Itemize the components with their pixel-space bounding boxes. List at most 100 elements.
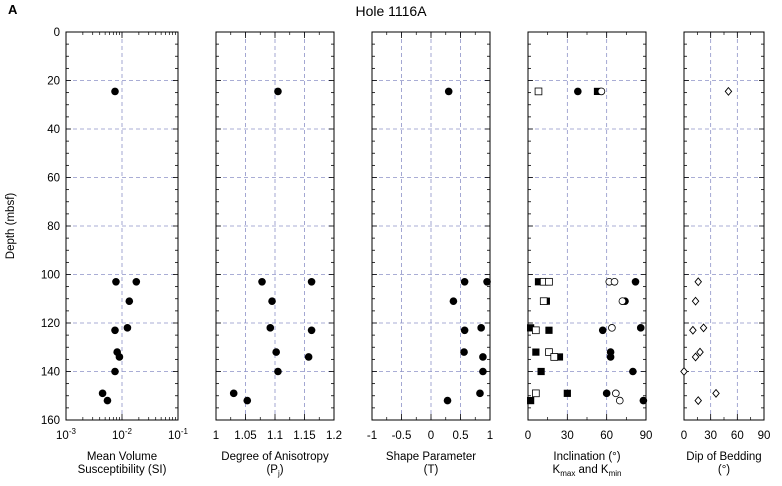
x-axis-label: (°) [718,464,730,476]
y-tick-label: 60 [47,173,60,185]
data-point [307,326,316,335]
x-tick-label: 60 [731,430,744,442]
panel-bedding: 0 30 60 90 Dip of Bedding(°) [680,31,771,476]
data-point [460,277,469,286]
data-point [527,324,535,332]
data-point [444,87,453,96]
data-point [443,396,452,405]
data-point [449,297,458,305]
y-axis-label: Depth (mbsf) [5,193,17,260]
data-point [574,87,582,96]
data-point [593,87,602,96]
data-point [532,348,540,356]
y-tick-label: 0 [54,27,60,39]
x-axis-label: Susceptibility (SI) [78,464,167,476]
data-point [615,396,624,405]
data-point [680,367,688,376]
x-tick-label: 10-1 [168,427,188,442]
data-point [123,324,132,332]
data-point [612,389,620,398]
data-point [532,326,540,335]
x-tick-label: 1.05 [234,430,256,442]
y-tick-label: 80 [47,221,60,233]
x-tick-label: 0 [428,430,434,442]
data-point [479,353,487,361]
data-point [125,297,134,305]
x-tick-label: 90 [758,430,771,442]
x-axis-label: Dip of Bedding [686,451,761,463]
data-point [696,347,704,357]
data-point [550,353,559,361]
data-point [631,277,640,286]
x-tick-label: 30 [561,430,574,442]
data-point [258,277,266,286]
data-point [598,326,607,335]
x-axis-label: Mean Volume [87,451,157,463]
data-point [534,278,543,286]
data-point [539,297,548,305]
data-point [608,324,616,332]
panel-inclination: 0 30 60 90 Inclination (°)Kmax and Kmin [525,31,653,478]
data-point [479,367,487,376]
data-point [545,326,553,334]
x-tick-label: 1 [213,430,219,442]
data-point [694,396,703,406]
data-point [307,277,316,286]
data-point [597,87,606,96]
data-point [112,277,120,286]
x-tick-label: -0.5 [392,430,412,442]
y-tick-label: 20 [47,76,60,88]
x-axis-label: (T) [424,464,439,476]
data-point [639,396,648,405]
data-point [460,326,469,335]
x-tick-label: -1 [367,430,377,442]
data-point [527,397,535,405]
data-point [689,325,697,335]
data-point [618,297,627,305]
x-tick-label: 10-3 [56,427,76,442]
data-point [111,367,119,376]
data-point [229,389,238,398]
data-point [98,389,107,398]
figure-title: Hole 1116A [355,3,427,19]
data-point [629,367,637,376]
data-point [534,87,543,96]
data-point [563,389,571,397]
x-tick-label: 30 [704,430,717,442]
data-point [266,324,275,332]
axis-frame [683,31,765,421]
data-point [272,348,280,356]
data-point [602,389,611,398]
data-point [476,389,484,398]
data-point [712,388,720,398]
data-point [610,277,619,286]
x-tick-label: 0 [681,430,687,442]
data-point [268,297,276,305]
data-point [694,277,703,287]
x-axis-label: (Pj) [266,464,283,478]
x-tick-label: 1.2 [326,430,342,442]
x-axis-label: Inclination (°) [553,451,620,463]
data-point [545,348,553,356]
data-point [111,326,119,335]
data-point [274,87,282,96]
data-point [304,353,313,361]
data-point [115,353,124,361]
data-point [537,367,545,376]
y-tick-label: 40 [47,124,60,136]
data-point [103,396,112,405]
x-tick-label: 0.5 [453,430,469,442]
data-point [274,367,282,376]
panel-shape: -1 -0.5 0 0.5 1 Shape Parameter(T) [367,31,493,476]
data-point [111,87,119,96]
data-point [724,86,733,96]
x-tick-label: 90 [640,430,653,442]
x-tick-label: 1.15 [293,430,315,442]
x-tick-label: 1.1 [267,430,283,442]
data-point [636,324,645,332]
x-axis-label: Shape Parameter [386,451,476,463]
y-tick-label: 100 [41,270,60,282]
y-tick-label: 120 [41,318,60,330]
